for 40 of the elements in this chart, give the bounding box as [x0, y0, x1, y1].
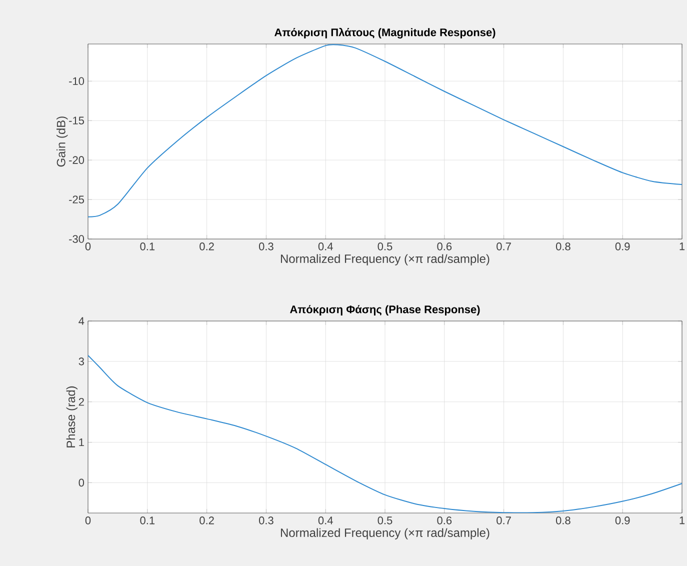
chart-title: Απόκριση Πλάτους (Magnitude Response)	[274, 28, 496, 38]
x-tick-label: 0.6	[437, 242, 452, 250]
x-tick-label: 0.4	[318, 242, 333, 250]
x-tick-label: 0.7	[496, 516, 511, 524]
x-tick-label: 1	[680, 516, 685, 524]
y-tick-label: 4	[78, 317, 84, 325]
x-axis-title: Normalized Frequency (×π rad/sample)	[280, 528, 490, 540]
x-tick-label: 1	[680, 242, 685, 250]
x-tick-label: 0.8	[556, 242, 570, 250]
y-axis-title: Gain (dB)	[56, 116, 68, 167]
line-series	[88, 44, 682, 218]
x-tick-label: 0.9	[615, 242, 630, 250]
x-tick-label: 0.8	[556, 516, 570, 524]
y-tick-label: 2	[78, 398, 84, 406]
x-tick-label: 0.1	[140, 242, 155, 250]
x-tick-label: 0.2	[200, 516, 214, 524]
y-tick-label: -30	[69, 235, 84, 243]
x-tick-label: 0	[85, 242, 91, 250]
y-tick-label: -25	[69, 196, 84, 204]
x-tick-label: 0	[85, 516, 91, 524]
y-tick-label: 1	[79, 438, 84, 446]
y-tick-label: -15	[69, 116, 84, 124]
x-tick-label: 0.1	[140, 516, 155, 524]
x-axis-title: Normalized Frequency (×π rad/sample)	[280, 254, 490, 266]
chart-title: Απόκριση Φάσης (Phase Response)	[290, 305, 480, 316]
line-series	[88, 354, 682, 513]
x-tick-label: 0.5	[378, 516, 392, 524]
x-tick-label: 0.6	[437, 516, 452, 524]
x-tick-label: 0.3	[258, 516, 274, 524]
x-tick-label: 0.5	[378, 242, 392, 250]
x-tick-label: 0.3	[258, 242, 274, 250]
x-tick-label: 0.9	[615, 516, 630, 524]
y-axis-title: Phase (rad)	[66, 386, 78, 448]
y-tick-label: -10	[69, 77, 84, 85]
x-tick-label: 0.2	[200, 242, 214, 250]
x-tick-label: 0.4	[318, 516, 333, 524]
y-tick-label: -20	[69, 156, 84, 164]
y-tick-label: 0	[78, 478, 84, 487]
x-tick-label: 0.7	[496, 242, 511, 250]
y-tick-label: 3	[78, 358, 84, 366]
